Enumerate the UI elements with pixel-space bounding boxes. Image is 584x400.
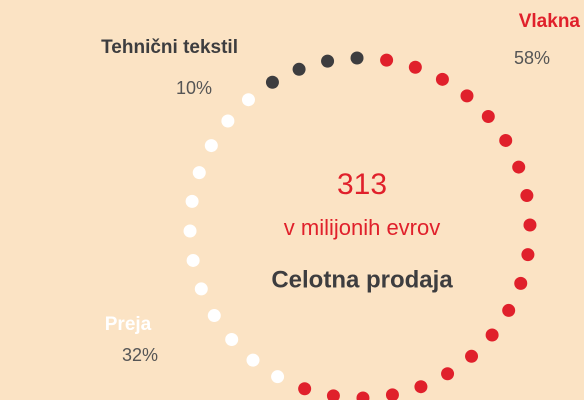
ring-dot	[265, 75, 279, 89]
ring-dot	[481, 109, 495, 123]
ring-dot	[380, 53, 394, 67]
ring-dot	[512, 160, 526, 174]
ring-dot	[435, 72, 449, 86]
ring-dot	[502, 303, 516, 317]
ring-dot	[523, 218, 537, 232]
ring-dot	[298, 382, 312, 396]
subtitle: v milijonih evrov	[284, 215, 441, 240]
value-label: 32%	[122, 345, 158, 365]
ring-dot	[185, 194, 199, 208]
ring-dot	[292, 62, 306, 76]
value-label: 10%	[176, 78, 212, 98]
ring-dot	[485, 328, 499, 342]
ring-dot	[221, 114, 235, 128]
ring-dot	[186, 253, 200, 267]
ring-dot	[321, 54, 335, 68]
ring-dot	[521, 248, 535, 262]
ring-dot	[465, 349, 479, 363]
ring-dot	[194, 282, 208, 296]
ring-dot	[385, 388, 399, 400]
ring-dot	[520, 189, 534, 203]
ring-dot	[326, 389, 340, 400]
value-label: 58%	[514, 48, 550, 68]
ring-dot	[192, 166, 206, 180]
ring-dot	[356, 391, 370, 400]
ring-dot	[271, 370, 285, 384]
chart-title: Celotna prodaja	[271, 266, 453, 293]
ring-dot	[460, 89, 474, 103]
ring-dot	[408, 60, 422, 74]
legend-label: Preja	[105, 314, 152, 335]
ring-dot	[225, 333, 239, 347]
ring-dot	[246, 353, 260, 367]
legend-label: Vlakna	[519, 11, 581, 32]
ring-dot	[183, 224, 197, 238]
ring-dot	[499, 133, 513, 147]
total: 313	[337, 168, 387, 201]
ring-dot	[204, 139, 218, 153]
ring-dot	[241, 93, 255, 107]
legend-label: Tehnični tekstil	[101, 37, 238, 58]
ring-dot	[514, 276, 528, 290]
ring-dot	[441, 367, 455, 381]
ring-dot	[350, 51, 364, 65]
ring-dot	[207, 309, 221, 323]
ring-dot	[414, 380, 428, 394]
